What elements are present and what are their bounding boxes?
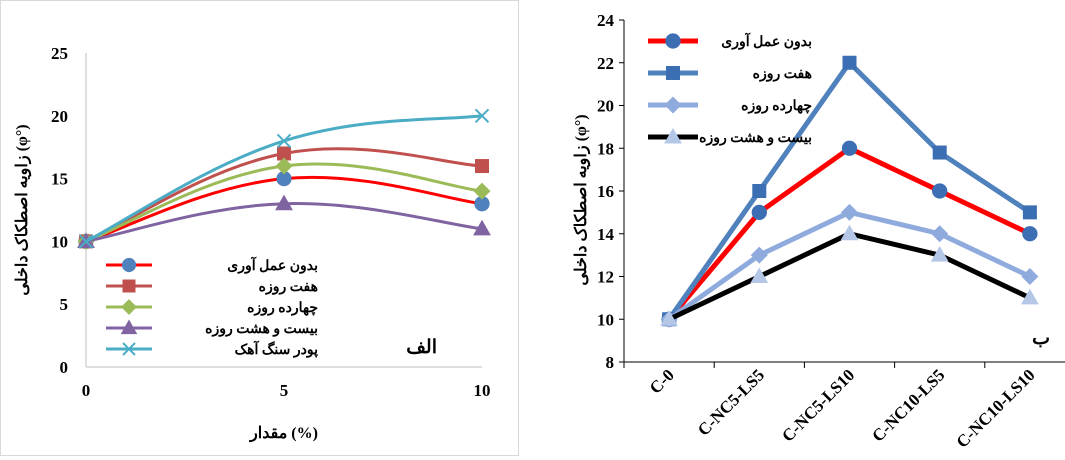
legend-label: بیست و هشت روزه [205,322,318,337]
series-group [660,224,1039,326]
legend-label: پودر سنگ آهک [235,340,319,358]
data-point [276,133,292,149]
x-tick-label: 5 [280,381,289,400]
x-tick-label: 10 [474,381,491,400]
data-point [752,184,767,198]
data-point [751,204,767,221]
data-point [1021,267,1039,286]
data-point [473,219,491,236]
series-group [662,55,1037,327]
series-group [660,203,1039,328]
y-tick-label: 16 [597,182,614,201]
legend-entry: بیست و هشت روزه [648,127,812,146]
legend-marker [120,319,138,335]
x-axis-title: مقدار (%) [249,425,318,443]
data-point [474,108,490,124]
data-point [842,55,857,70]
chart-panel-left: 0 5 10 15 20 25 0 5 10 بدون عمل آوری هفت روزه چها… [0,0,519,456]
y-tick-label: 24 [597,11,615,30]
y-tick-label: 18 [597,139,614,158]
legend-marker [122,342,136,356]
data-point [1022,205,1037,220]
legend-marker [665,33,681,49]
y-tick-label: 5 [60,295,69,314]
y-tick-label: 22 [597,54,614,73]
y-tick-label: 0 [60,358,69,377]
legend-entry: چهارده روزه [106,299,318,316]
data-point [750,267,769,284]
y-tick-label: 10 [597,310,614,329]
legend-entry: بدون عمل آوری [648,32,812,50]
data-point [660,310,679,326]
x-tick-label: C-NC10-LS10 [952,365,1038,451]
panel-label: ب [1032,328,1050,349]
data-point [841,140,858,156]
data-point [473,182,491,200]
legend-marker [664,127,682,144]
data-point [932,183,948,199]
legend-marker [121,257,137,273]
x-tick-label: C-NC5-LS10 [778,365,858,445]
x-tick-label: C-NC5-LS5 [694,365,768,439]
data-point [840,224,859,241]
series-group [661,140,1038,327]
legend-label: چهارده روزه [247,301,318,316]
legend-marker [664,96,682,114]
legend-entry: هفت روزه [648,66,812,82]
y-tick-label: 25 [51,44,68,63]
chart-panel-right: 8 10 12 14 16 18 20 22 24 C-0 C-NC5-LS5 C-NC5-LS10… [573,11,1065,452]
data-point [840,203,859,221]
data-point [750,246,768,264]
legend-entry: چهارده روزه [648,96,812,114]
legend-label: هفت روزه [259,280,318,295]
data-point [275,194,293,211]
legend-entry: هفت روزه [106,279,318,295]
y-axis-title: زاویه اصطکاک داخلی (φ°) [14,124,32,295]
x-tick-label: 0 [82,381,91,400]
data-point [475,159,489,174]
series-group [78,108,490,249]
legend-marker [666,66,680,80]
y-tick-label: 10 [51,232,68,251]
y-tick-label: 20 [51,107,68,126]
data-point [1022,226,1038,242]
legend-label: هفت روزه [753,67,812,82]
x-tick-label: C-0 [646,365,678,397]
y-axis-title: زاویه اصطکاک داخلی (φ°) [573,114,591,285]
panel-frame [0,0,519,456]
legend-entry: بدون عمل آوری [106,256,318,274]
data-point [275,157,293,175]
legend-label: بیست و هشت روزه [699,131,812,146]
y-tick-label: 20 [597,97,614,116]
y-tick-label: 15 [51,170,68,189]
panel-label: الف [406,337,437,358]
data-point [78,234,94,249]
y-tick-label: 12 [597,268,614,287]
x-tick-label: C-NC10-LS5 [868,365,948,445]
legend-entry: بیست و هشت روزه [106,319,318,337]
legend-marker [121,299,137,315]
legend-marker [122,279,136,293]
data-point [932,145,947,160]
y-tick-label: 14 [597,225,615,244]
legend-label: بدون عمل آوری [721,32,812,50]
data-point [930,246,949,262]
y-tick-label: 8 [606,353,615,372]
legend-label: بدون عمل آوری [227,256,318,274]
legend-entry: پودر سنگ آهک [106,340,318,358]
data-point [1020,288,1039,305]
legend-label: چهارده روزه [741,99,812,114]
data-point [931,225,949,243]
